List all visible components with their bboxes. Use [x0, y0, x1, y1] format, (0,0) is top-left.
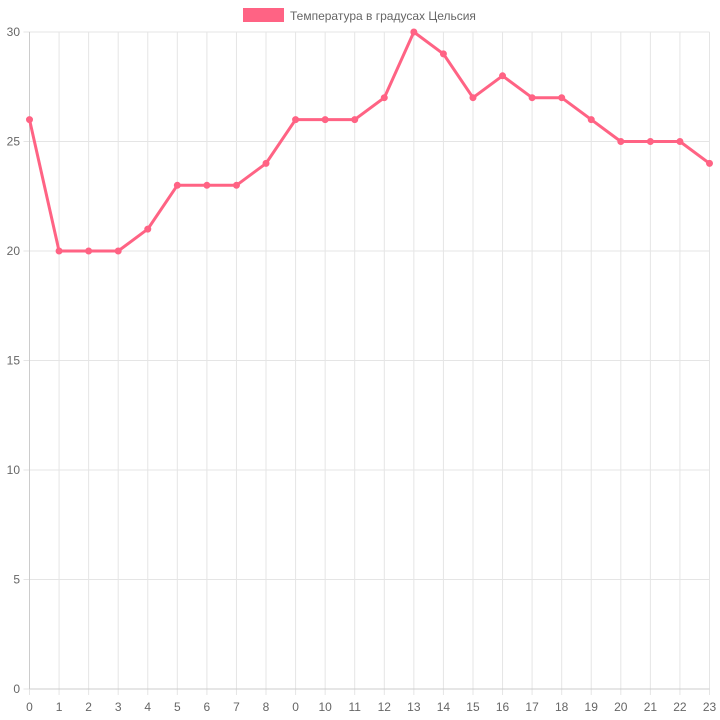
- data-point: [232, 181, 240, 189]
- data-point: [646, 138, 654, 145]
- data-point: [558, 94, 566, 102]
- x-tick-label: 11: [348, 700, 361, 714]
- x-tick-label: 1: [56, 700, 63, 714]
- data-point: [26, 116, 33, 124]
- data-point: [55, 247, 63, 255]
- data-point: [617, 138, 625, 145]
- series-temperature: [26, 28, 713, 255]
- y-tick-label: 25: [7, 135, 21, 149]
- x-tick-label: 12: [378, 700, 392, 714]
- data-point: [144, 225, 152, 233]
- data-point: [469, 94, 477, 102]
- data-point: [114, 247, 122, 255]
- x-tick-label: 13: [407, 700, 421, 714]
- data-point: [292, 116, 300, 124]
- data-point: [499, 72, 507, 80]
- legend-label-series-0: Температура в градусах Цельсия: [290, 9, 476, 23]
- data-point: [439, 50, 447, 58]
- legend-swatch: [243, 8, 284, 22]
- x-tick-label: 22: [673, 700, 687, 714]
- legend[interactable]: Температура в градусах Цельсия: [243, 8, 476, 23]
- x-tick-label: 2: [85, 700, 92, 714]
- data-point: [262, 159, 270, 167]
- data-point: [203, 181, 211, 189]
- y-tick-label: 10: [7, 463, 21, 477]
- y-tick-label: 15: [7, 354, 21, 368]
- x-tick-label: 0: [26, 700, 33, 714]
- y-tick-label: 5: [13, 573, 20, 587]
- data-point: [321, 116, 329, 124]
- x-tick-label: 20: [614, 700, 628, 714]
- x-tick-label: 18: [555, 700, 569, 714]
- x-tick-label: 17: [525, 700, 539, 714]
- x-tick-label: 15: [466, 700, 480, 714]
- data-point: [528, 94, 536, 102]
- x-tick-label: 4: [144, 700, 151, 714]
- x-tick-label: 6: [204, 700, 211, 714]
- x-tick-label: 14: [437, 700, 451, 714]
- data-point: [85, 247, 93, 255]
- x-tick-label: 10: [318, 700, 332, 714]
- x-tick-label: 16: [496, 700, 510, 714]
- x-tick-label: 3: [115, 700, 122, 714]
- data-point: [410, 28, 418, 36]
- x-tick-label: 19: [585, 700, 599, 714]
- x-tick-label: 21: [644, 700, 658, 714]
- x-tick-label: 23: [703, 700, 717, 714]
- x-tick-label: 5: [174, 700, 181, 714]
- data-point: [676, 138, 684, 145]
- data-point: [706, 159, 713, 167]
- data-point: [587, 116, 595, 124]
- y-tick-label: 30: [7, 25, 21, 39]
- y-tick-label: 0: [13, 682, 20, 696]
- x-tick-label: 7: [233, 700, 240, 714]
- data-point: [173, 181, 181, 189]
- series-line: [28, 30, 711, 253]
- data-point: [380, 94, 388, 102]
- data-point: [351, 116, 359, 124]
- x-tick-label: 0: [292, 700, 299, 714]
- x-tick-label: 8: [263, 700, 270, 714]
- y-tick-label: 20: [7, 244, 21, 258]
